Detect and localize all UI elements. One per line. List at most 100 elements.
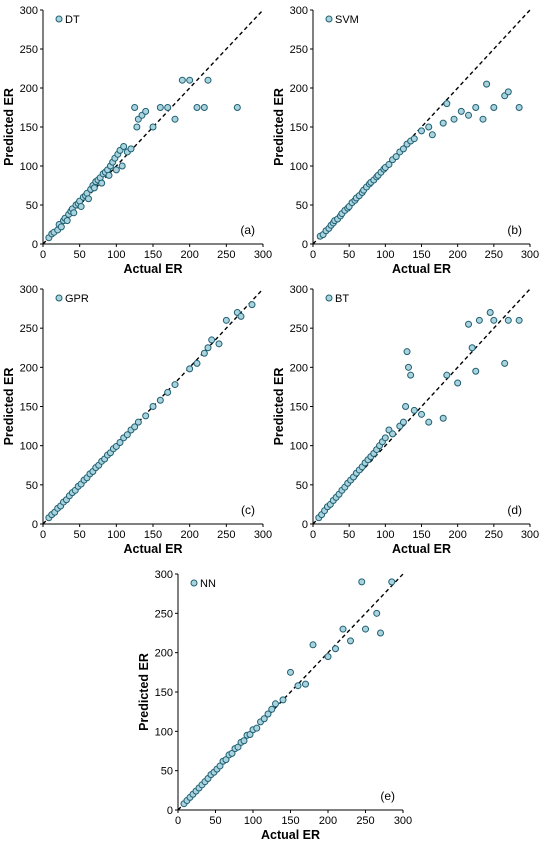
- data-point: [309, 641, 317, 649]
- x-tick-label: 150: [144, 529, 162, 541]
- data-point: [253, 724, 261, 732]
- data-point: [171, 381, 179, 389]
- y-tick-label: 150: [20, 122, 38, 134]
- x-tick-label: 150: [412, 249, 430, 261]
- y-tick-label: 300: [290, 284, 308, 296]
- data-point: [186, 76, 194, 84]
- x-tick-label: 250: [485, 249, 503, 261]
- y-tick-label: 250: [290, 323, 308, 335]
- y-tick-label: 150: [20, 402, 38, 414]
- data-point: [385, 160, 393, 168]
- data-point: [127, 145, 135, 153]
- data-point: [443, 371, 451, 379]
- data-point: [200, 349, 208, 357]
- legend-marker: [325, 294, 333, 302]
- y-axis-title: Predicted ER: [272, 368, 286, 446]
- data-point: [515, 104, 523, 111]
- data-point: [237, 312, 245, 320]
- x-tick-label: 150: [144, 249, 162, 261]
- scatter-panel-1: 0 50 100 150 200 250 300 0 50 100 150 200 250 300 Actu…: [272, 5, 539, 276]
- reference-line: [312, 288, 531, 525]
- data-point: [112, 166, 120, 174]
- panel-label: (c): [241, 503, 255, 517]
- legend-label: BT: [335, 293, 349, 305]
- x-axis-title: Actual ER: [123, 542, 182, 556]
- y-tick-label: 100: [155, 726, 173, 738]
- data-point: [425, 418, 433, 426]
- data-point: [324, 653, 332, 661]
- data-point: [475, 316, 483, 324]
- x-tick-label: 300: [254, 529, 272, 541]
- y-tick-label: 300: [20, 5, 38, 17]
- x-tick-label: 200: [180, 249, 198, 261]
- legend-marker: [325, 15, 333, 23]
- y-axis-title: Predicted ER: [2, 368, 16, 446]
- data-point: [248, 301, 256, 309]
- data-point: [468, 344, 476, 352]
- x-tick-label: 300: [521, 249, 539, 261]
- data-point: [418, 127, 425, 135]
- x-tick-label: 0: [310, 529, 316, 541]
- data-point: [504, 88, 512, 96]
- x-tick-label: 50: [74, 249, 86, 261]
- reference-line: [42, 288, 264, 525]
- data-point: [439, 119, 447, 127]
- y-tick-label: 50: [26, 200, 38, 212]
- data-point: [149, 123, 157, 131]
- data-point: [260, 715, 268, 723]
- legend-marker: [55, 294, 63, 302]
- x-tick-label: 0: [40, 529, 46, 541]
- y-tick-label: 200: [290, 83, 308, 95]
- data-point: [490, 316, 498, 324]
- y-tick-label: 100: [20, 161, 38, 173]
- data-point: [388, 578, 396, 586]
- data-point: [156, 104, 164, 111]
- data-point: [294, 682, 302, 690]
- data-point: [57, 223, 65, 231]
- data-point: [70, 209, 78, 217]
- data-point: [407, 371, 415, 379]
- data-point: [142, 107, 150, 115]
- y-tick-label: 200: [20, 362, 38, 374]
- scatter-panel-2: 0 50 100 150 200 250 300 0 50 100 150 200 250 300 Actu…: [2, 284, 272, 556]
- y-tick-label: 50: [296, 480, 308, 492]
- y-tick-label: 150: [155, 687, 173, 699]
- x-tick-label: 250: [485, 529, 503, 541]
- data-point: [479, 115, 487, 123]
- x-tick-label: 200: [448, 249, 466, 261]
- x-tick-label: 300: [394, 815, 412, 827]
- x-tick-label: 200: [448, 529, 466, 541]
- x-tick-label: 0: [175, 815, 181, 827]
- data-point: [193, 359, 201, 367]
- data-point: [164, 388, 172, 396]
- x-tick-label: 100: [107, 529, 125, 541]
- data-point: [200, 104, 208, 111]
- y-tick-label: 150: [290, 402, 308, 414]
- x-tick-label: 200: [319, 815, 337, 827]
- y-tick-label: 0: [32, 519, 38, 531]
- data-point: [222, 316, 230, 324]
- data-point: [410, 406, 418, 414]
- y-tick-label: 250: [20, 44, 38, 56]
- data-point: [63, 217, 71, 225]
- data-point: [279, 696, 287, 704]
- data-point: [204, 76, 212, 84]
- data-point: [377, 629, 384, 637]
- data-point: [171, 115, 179, 123]
- y-tick-label: 100: [290, 441, 308, 453]
- legend-label: SVM: [335, 14, 359, 26]
- data-point: [339, 625, 347, 633]
- data-point: [240, 737, 248, 745]
- y-tick-label: 0: [302, 519, 308, 531]
- data-point: [454, 379, 462, 387]
- data-point: [381, 434, 389, 442]
- scatter-panel-0: 0 50 100 150 200 250 300 0 50 100 150 200 250 300 Actu…: [2, 5, 272, 276]
- data-point: [123, 431, 131, 439]
- x-tick-label: 50: [343, 249, 355, 261]
- x-tick-label: 300: [254, 249, 272, 261]
- x-tick-label: 250: [217, 249, 235, 261]
- y-tick-label: 100: [290, 161, 308, 173]
- data-point: [483, 80, 491, 88]
- data-point: [404, 363, 412, 371]
